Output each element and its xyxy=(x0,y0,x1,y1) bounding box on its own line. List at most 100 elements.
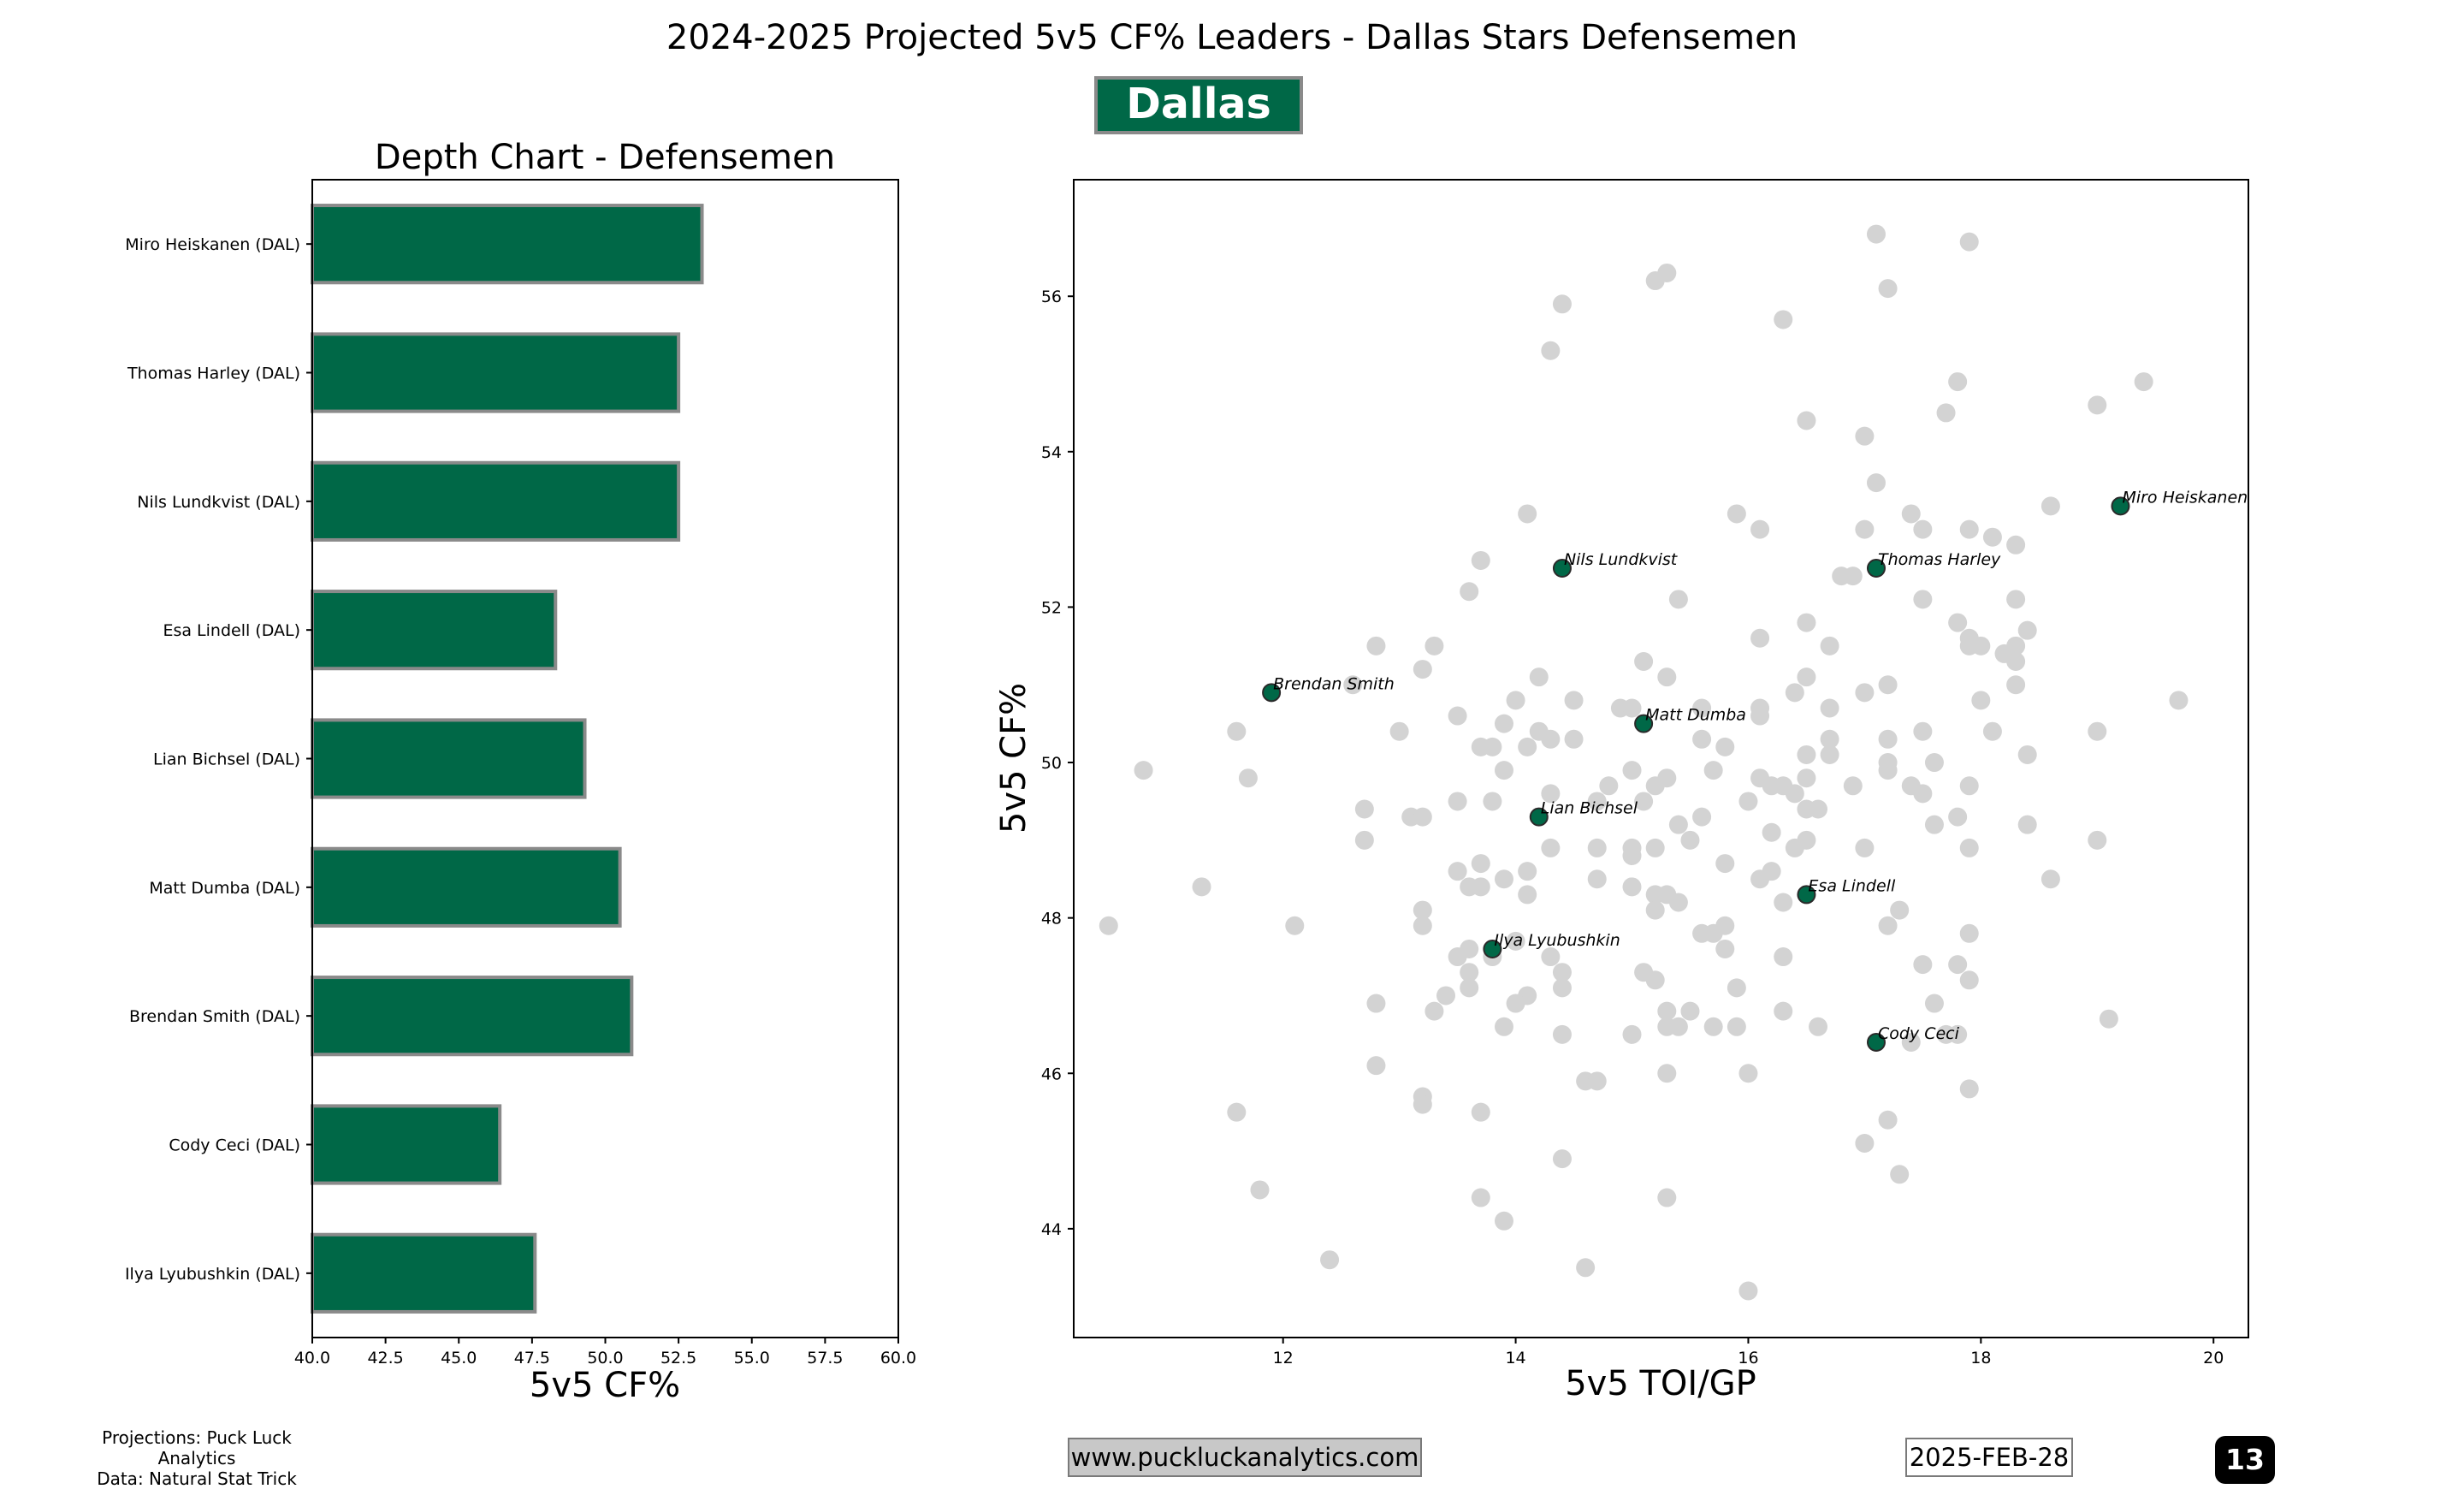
player-label: Matt Dumba (DAL) xyxy=(149,879,300,898)
league-point xyxy=(1192,877,1211,897)
depth-bar xyxy=(311,718,587,799)
league-point xyxy=(1541,729,1561,749)
league-point xyxy=(1436,986,1456,1006)
league-point xyxy=(1622,761,1642,780)
league-point xyxy=(1518,504,1537,524)
league-point xyxy=(1657,1017,1677,1036)
depth-chart-xlabel: 5v5 CF% xyxy=(530,1366,680,1405)
player-point xyxy=(2111,496,2130,516)
player-label: Brendan Smith (DAL) xyxy=(129,1007,300,1026)
depth-bar xyxy=(311,976,634,1057)
league-point xyxy=(2006,651,2026,671)
league-point xyxy=(1599,776,1619,796)
depth-chart-frame xyxy=(311,179,899,1338)
player-point-label: Cody Ceci xyxy=(1878,1024,1960,1043)
league-point xyxy=(1913,955,1933,975)
league-point xyxy=(1634,651,1654,671)
league-point xyxy=(1750,706,1770,726)
league-point xyxy=(1948,1024,1968,1044)
league-point xyxy=(1413,1087,1432,1106)
league-point xyxy=(2006,636,2026,656)
y-tick-label: 48 xyxy=(1041,910,1062,928)
player-point xyxy=(1866,559,1886,578)
league-point xyxy=(1622,1024,1642,1044)
league-point xyxy=(1750,698,1770,718)
league-point xyxy=(1855,838,1875,857)
player-label: Lian Bichsel (DAL) xyxy=(153,750,300,769)
league-point xyxy=(1552,294,1572,314)
league-point xyxy=(1494,761,1513,780)
league-point xyxy=(1715,737,1735,756)
league-point xyxy=(1645,970,1665,990)
league-point xyxy=(1587,1071,1607,1091)
league-point xyxy=(1855,1133,1875,1153)
league-point xyxy=(1855,426,1875,446)
league-point xyxy=(1890,900,1910,920)
league-point xyxy=(2134,372,2153,392)
league-point xyxy=(1494,1017,1513,1036)
scatter-ylabel: 5v5 CF% xyxy=(994,683,1034,833)
league-point xyxy=(1354,830,1374,850)
credit-projections: Projections: Puck Luck Analytics xyxy=(102,1427,292,1468)
depth-bar xyxy=(311,1232,537,1314)
league-point xyxy=(1483,947,1502,967)
league-point xyxy=(1657,1064,1677,1083)
player-point-label: Miro Heiskanen xyxy=(2122,488,2248,507)
depth-bar xyxy=(311,846,622,928)
league-point xyxy=(2006,535,2026,555)
league-point xyxy=(1727,1017,1746,1036)
league-point xyxy=(1634,963,1654,982)
scatter-frame xyxy=(1073,179,2249,1338)
league-point xyxy=(1936,1024,1956,1044)
league-point xyxy=(1913,784,1933,804)
league-point xyxy=(1494,869,1513,889)
league-point xyxy=(2017,815,2037,834)
league-point xyxy=(1285,916,1305,935)
league-point xyxy=(1948,372,1968,392)
league-point xyxy=(1634,792,1654,811)
league-point xyxy=(1494,1211,1513,1231)
league-point xyxy=(1774,947,1793,967)
league-point xyxy=(1878,675,1898,695)
credit-data: Data: Natural Stat Trick xyxy=(97,1468,297,1489)
date-stamp: 2025-FEB-28 xyxy=(1905,1438,2073,1477)
league-point xyxy=(1413,807,1432,827)
league-point xyxy=(1576,1071,1596,1091)
league-point xyxy=(1820,636,1839,656)
league-point xyxy=(1448,862,1467,881)
league-point xyxy=(1750,869,1770,889)
league-point xyxy=(2088,395,2107,415)
league-point xyxy=(1878,916,1898,935)
league-point xyxy=(1715,916,1735,935)
league-point xyxy=(1913,519,1933,539)
league-point xyxy=(1774,310,1793,329)
league-point xyxy=(1797,613,1816,632)
league-point xyxy=(1389,721,1409,741)
league-point xyxy=(1785,838,1804,857)
league-point xyxy=(1657,1188,1677,1207)
league-point xyxy=(1959,232,1979,252)
league-point xyxy=(1587,869,1607,889)
league-point xyxy=(1680,1001,1700,1021)
x-tick-label: 40.0 xyxy=(294,1349,330,1367)
league-point xyxy=(1727,504,1746,524)
league-point xyxy=(1680,830,1700,850)
league-point xyxy=(1471,737,1490,756)
league-point xyxy=(1506,691,1525,710)
league-point xyxy=(1645,885,1665,905)
league-point xyxy=(1762,776,1781,796)
player-point xyxy=(1262,683,1282,703)
league-point xyxy=(1413,1095,1432,1114)
league-point xyxy=(1099,916,1118,935)
league-point xyxy=(1657,885,1677,905)
league-point xyxy=(1471,877,1490,897)
league-point xyxy=(1982,721,2002,741)
league-point xyxy=(1460,582,1479,602)
league-point xyxy=(1250,1180,1270,1200)
y-tick-label: 56 xyxy=(1041,288,1062,306)
depth-bar xyxy=(311,1104,502,1185)
league-point xyxy=(1506,994,1525,1013)
league-point xyxy=(2017,744,2037,764)
league-point xyxy=(1494,714,1513,733)
